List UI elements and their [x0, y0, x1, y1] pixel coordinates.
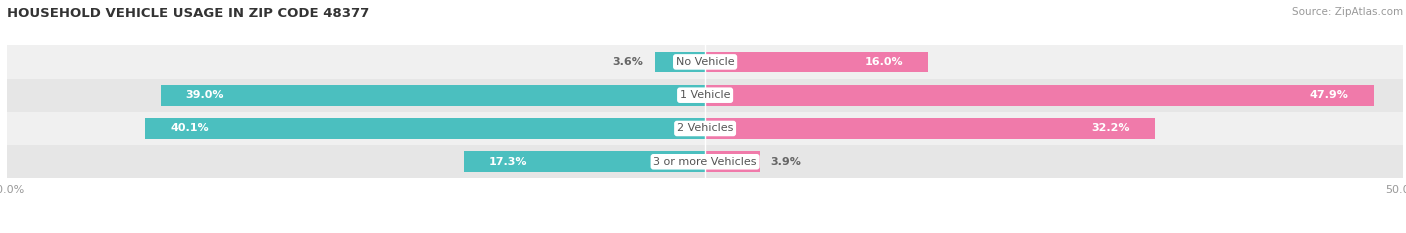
Bar [7, 79, 1403, 112]
Bar [7, 145, 1403, 178]
Bar [706, 85, 1374, 106]
Text: 3.6%: 3.6% [613, 57, 644, 67]
Text: 32.2%: 32.2% [1091, 123, 1129, 134]
Text: 3.9%: 3.9% [770, 157, 801, 167]
Bar [706, 51, 928, 72]
Text: 17.3%: 17.3% [489, 157, 527, 167]
Text: 1 Vehicle: 1 Vehicle [681, 90, 730, 100]
Text: 47.9%: 47.9% [1310, 90, 1348, 100]
Bar [7, 112, 1403, 145]
Bar [706, 118, 1154, 139]
Bar [145, 118, 706, 139]
Text: Source: ZipAtlas.com: Source: ZipAtlas.com [1292, 7, 1403, 17]
Text: No Vehicle: No Vehicle [676, 57, 734, 67]
Bar [464, 151, 706, 172]
Text: HOUSEHOLD VEHICLE USAGE IN ZIP CODE 48377: HOUSEHOLD VEHICLE USAGE IN ZIP CODE 4837… [7, 7, 370, 20]
Text: 3 or more Vehicles: 3 or more Vehicles [654, 157, 756, 167]
Bar [7, 45, 1403, 79]
Bar [160, 85, 706, 106]
Bar [655, 51, 706, 72]
Text: 16.0%: 16.0% [865, 57, 904, 67]
Text: 39.0%: 39.0% [186, 90, 224, 100]
Bar [706, 151, 759, 172]
Text: 40.1%: 40.1% [170, 123, 209, 134]
Text: 2 Vehicles: 2 Vehicles [676, 123, 734, 134]
